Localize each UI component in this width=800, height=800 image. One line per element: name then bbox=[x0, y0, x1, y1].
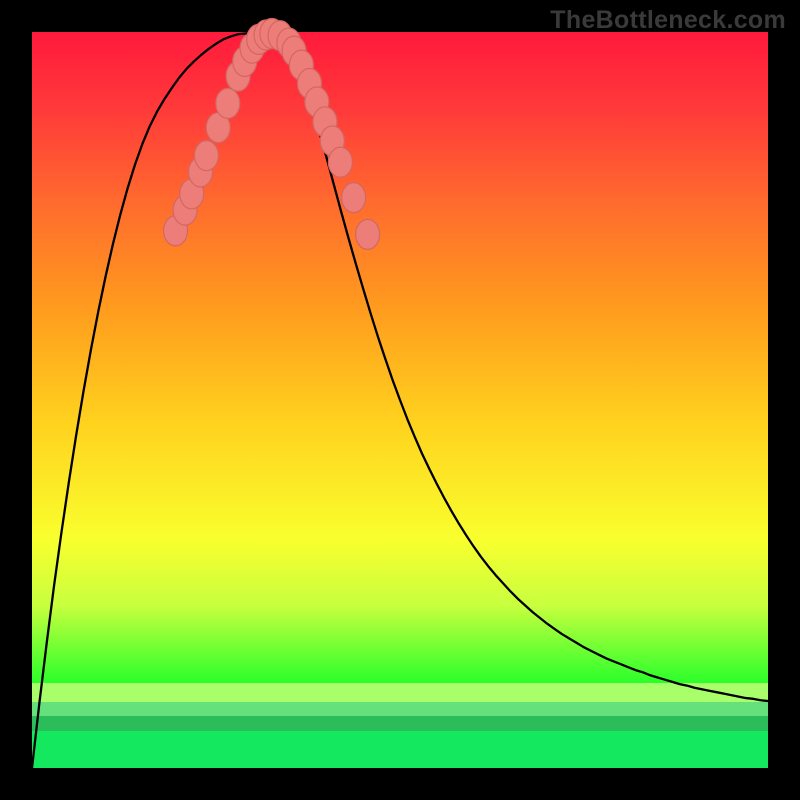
data-marker bbox=[216, 88, 240, 118]
data-marker bbox=[328, 147, 352, 177]
chart-canvas: TheBottleneck.com bbox=[0, 0, 800, 800]
data-marker bbox=[356, 219, 380, 249]
bottleneck-curve bbox=[32, 32, 768, 768]
data-marker bbox=[194, 141, 218, 171]
curve-overlay bbox=[0, 0, 800, 800]
data-marker bbox=[342, 183, 366, 213]
data-markers bbox=[164, 18, 380, 249]
